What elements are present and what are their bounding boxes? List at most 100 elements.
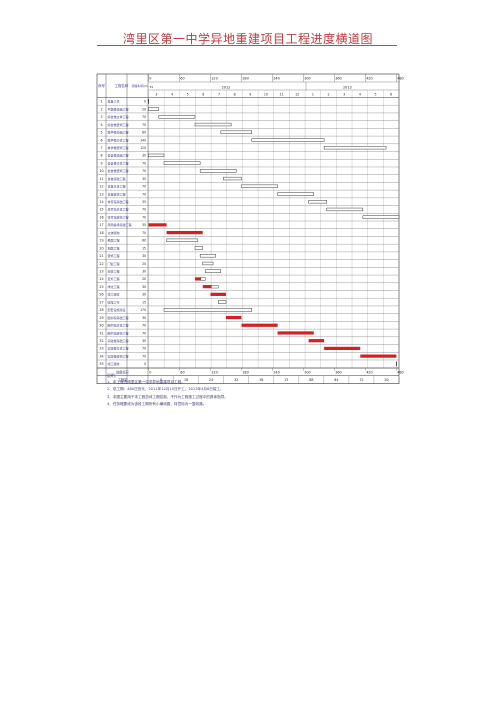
task-seq-3: 3 <box>100 115 102 119</box>
task-bar-24 <box>194 277 201 281</box>
notes-block: 说明： 1、本工程为湾里区第一中学异地重建项目工程。 2、总工期：480日历天，… <box>107 372 407 408</box>
task-duration-12: 70 <box>142 185 146 189</box>
task-bar-25-tail <box>211 285 219 289</box>
task-bar-19 <box>166 238 198 242</box>
month-label-2: 5 <box>187 93 189 97</box>
task-name-7: 教学楼装饰工程 <box>108 145 129 150</box>
task-name-24: 室外工程 <box>108 276 120 281</box>
task-duration-21: 30 <box>142 254 146 258</box>
task-bar-22 <box>202 261 214 266</box>
day-scale-bottom-120: 120 <box>211 371 217 375</box>
header-first-value: 31 <box>150 85 154 89</box>
task-seq-10: 10 <box>99 169 103 173</box>
task-duration-18: 70 <box>142 231 146 235</box>
task-bar-15 <box>326 207 364 212</box>
task-duration-1: 0 <box>144 100 146 104</box>
day-scale-bottom-360: 360 <box>335 371 341 375</box>
labor-value-9: 30 <box>384 378 388 382</box>
month-label-15: 6 <box>390 93 392 97</box>
labor-value-0: 0 <box>160 378 162 382</box>
task-name-12: 食堂主体工程 <box>108 184 126 189</box>
task-bar-8 <box>148 153 165 158</box>
task-seq-35: 35 <box>99 362 103 366</box>
month-label-11: 2 <box>328 93 330 97</box>
task-seq-1: 1 <box>100 100 102 104</box>
labor-value-3: 32 <box>234 378 238 382</box>
task-bar-24-tail <box>200 277 206 281</box>
task-seq-28: 28 <box>99 308 103 312</box>
task-duration-24: 20 <box>142 277 146 281</box>
task-bar-16 <box>362 215 400 219</box>
task-duration-14: 35 <box>142 200 146 204</box>
task-bar-34 <box>360 354 397 358</box>
task-seq-17: 17 <box>99 223 103 227</box>
task-bar-32 <box>308 339 325 343</box>
task-name-32: 实验楼基础工程 <box>108 338 129 343</box>
task-name-26: 竣工验收 <box>108 292 120 297</box>
task-seq-34: 34 <box>99 354 103 358</box>
task-bar-28 <box>163 308 253 312</box>
task-duration-27: 15 <box>142 300 146 304</box>
task-bar-2 <box>148 107 160 111</box>
task-seq-4: 4 <box>100 123 102 127</box>
month-label-14: 5 <box>375 93 377 97</box>
task-name-16: 体育馆装饰工程 <box>108 214 129 219</box>
task-bar-14 <box>308 200 327 204</box>
month-label-1: 4 <box>171 93 173 97</box>
task-seq-18: 18 <box>99 231 103 235</box>
task-duration-20: 15 <box>142 246 146 250</box>
task-bar-25 <box>202 285 212 289</box>
task-duration-9: 70 <box>142 161 146 165</box>
task-bar-13 <box>277 192 315 196</box>
task-duration-35: 0 <box>144 362 146 366</box>
task-name-28: 配套设施建设 <box>108 307 126 312</box>
labor-value-1: 18 <box>184 378 188 382</box>
task-name-27: 收尾工作 <box>108 299 120 304</box>
task-bar-29 <box>225 315 242 320</box>
task-duration-31: 70 <box>142 331 146 335</box>
title-underline <box>97 45 397 46</box>
task-duration-33: 70 <box>142 347 146 351</box>
task-name-35: 竣工验收 <box>108 361 120 366</box>
task-seq-6: 6 <box>100 138 102 142</box>
task-name-4: 综合楼装饰工程 <box>108 122 129 127</box>
day-scale-bottom-300: 300 <box>304 371 310 375</box>
task-duration-28: 170 <box>140 308 146 312</box>
task-seq-26: 26 <box>99 293 103 297</box>
month-label-0: 3 <box>155 93 157 97</box>
month-label-8: 11 <box>280 93 284 97</box>
task-duration-6: 140 <box>140 138 146 142</box>
task-duration-22: 20 <box>142 262 146 266</box>
task-name-11: 食堂基础工程 <box>108 176 126 181</box>
note-item-4: 4、任务概要线为该段工期所有小横线路，特意标为一整线路。 <box>107 401 207 406</box>
day-scale-bottom-420: 420 <box>366 371 372 375</box>
task-name-10: 宿舍楼装饰工程 <box>108 168 129 173</box>
day-scale-bottom-60: 60 <box>180 371 184 375</box>
labor-label: 工程量 <box>118 377 128 382</box>
task-bar-3 <box>158 115 196 119</box>
task-duration-2: 20 <box>142 107 146 111</box>
task-duration-5: 60 <box>142 131 146 135</box>
task-seq-19: 19 <box>99 239 103 243</box>
day-scale-top-240: 240 <box>273 77 279 81</box>
task-duration-34: 70 <box>142 354 146 358</box>
chart-title: 湾里区第一中学异地重建项目工程进度横道图 <box>122 32 373 46</box>
task-bar-23 <box>205 269 222 273</box>
header-task: 工程名称 <box>115 83 129 88</box>
labor-value-4: 18 <box>259 378 263 382</box>
task-name-17: 风雨操场基础工程 <box>108 222 132 227</box>
task-seq-31: 31 <box>99 331 103 335</box>
task-bar-20 <box>194 246 203 250</box>
task-name-8: 宿舍楼基础工程 <box>108 153 129 158</box>
task-seq-7: 7 <box>100 146 102 150</box>
task-bar-17 <box>148 223 167 227</box>
task-duration-23: 30 <box>142 270 146 274</box>
month-label-6: 9 <box>249 93 251 97</box>
labor-value-7: 84 <box>334 378 338 382</box>
task-seq-21: 21 <box>99 254 103 258</box>
task-bar-11 <box>223 176 242 181</box>
task-name-15: 体育馆主体工程 <box>108 207 129 212</box>
year-label-2013: 2013 <box>343 86 352 90</box>
task-seq-11: 11 <box>99 177 103 181</box>
